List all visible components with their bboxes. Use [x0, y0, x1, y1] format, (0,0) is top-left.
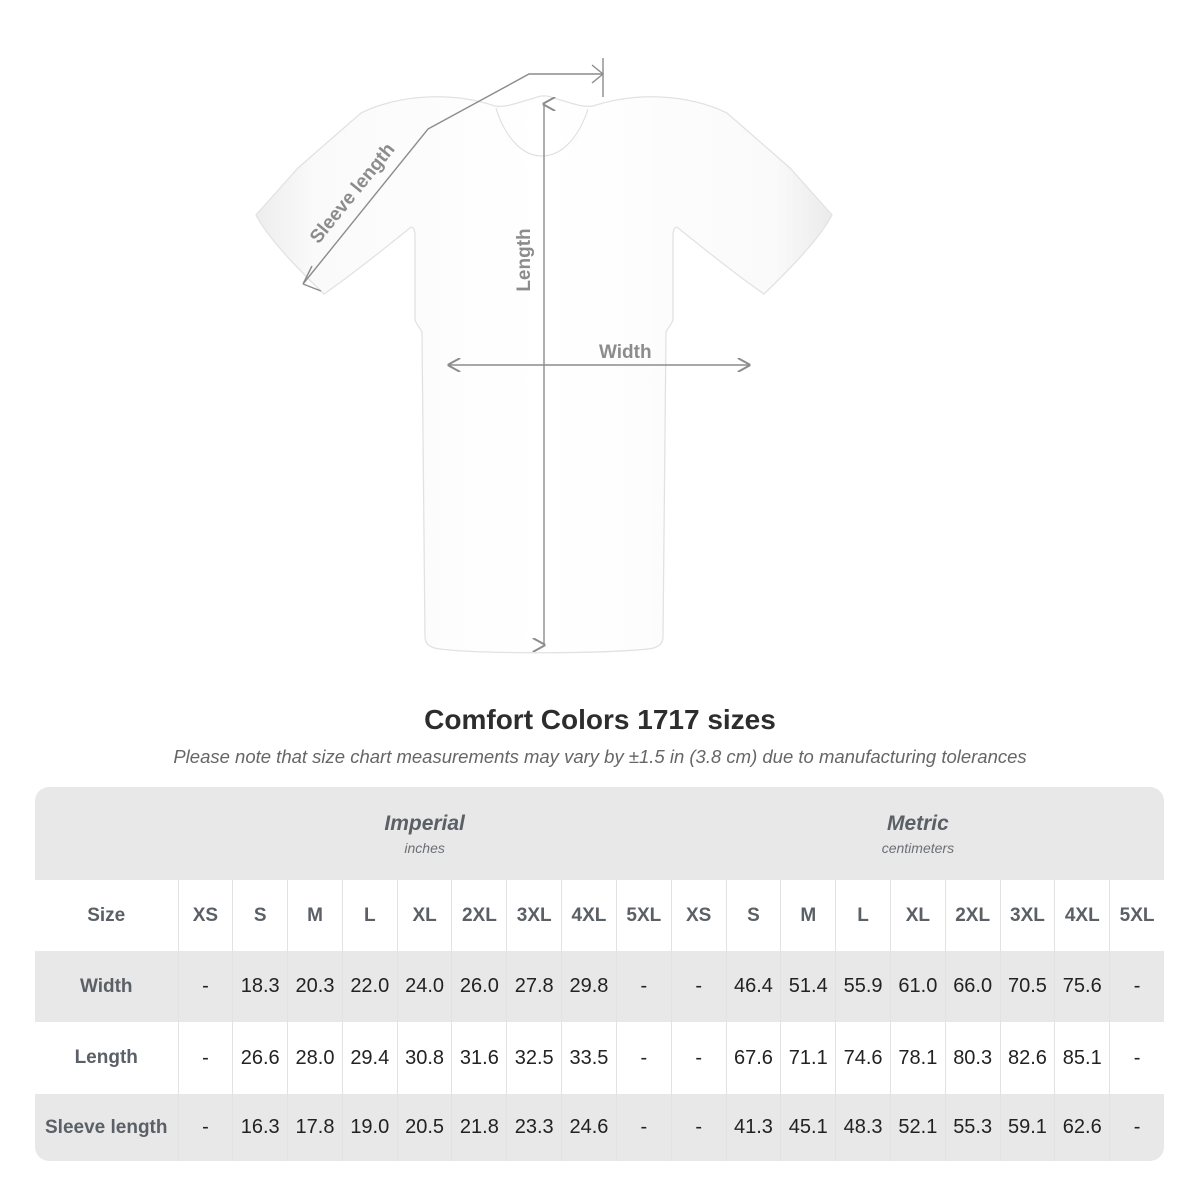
svg-text:Length: Length — [514, 228, 535, 291]
svg-text:Width: Width — [599, 342, 652, 363]
